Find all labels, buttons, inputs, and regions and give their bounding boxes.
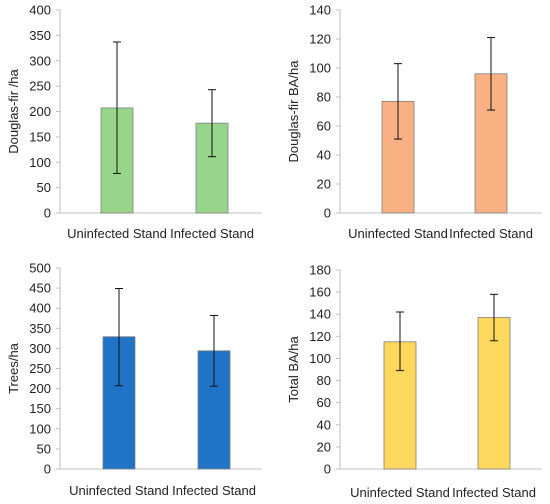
y-tick-label: 0 bbox=[324, 462, 331, 477]
y-tick-label: 0 bbox=[324, 206, 331, 221]
chart-panel-trees-per-ha: 0 50 100 150 200 250 300 350 400 450 500 Trees/ha Un… bbox=[6, 261, 262, 498]
y-tick-label: 400 bbox=[29, 301, 51, 316]
y-tick-label: 50 bbox=[37, 180, 51, 195]
y-tick-label: 350 bbox=[29, 28, 51, 43]
y-tick-label: 200 bbox=[29, 381, 51, 396]
y-tick-label: 100 bbox=[29, 155, 51, 170]
y-tick-label: 60 bbox=[317, 395, 331, 410]
y-tick-label: 500 bbox=[29, 261, 51, 276]
x-category-label: Infected Stand bbox=[172, 483, 256, 498]
x-category-label: Uninfected Stand bbox=[348, 226, 448, 241]
y-tick-label: 120 bbox=[309, 329, 331, 344]
x-category-label: Uninfected Stand bbox=[350, 485, 450, 500]
y-tick-label: 20 bbox=[317, 439, 331, 454]
y-tick-label: 200 bbox=[29, 104, 51, 119]
y-axis-title: Douglas-fir /ha bbox=[6, 68, 21, 153]
y-tick-label: 180 bbox=[309, 263, 331, 278]
chart-panel-douglas-fir-ba-per-ha: 0 20 40 60 80 100 120 140 Douglas-fir BA/ha Uninf… bbox=[286, 3, 542, 241]
y-axis-title: Total BA/ha bbox=[286, 335, 301, 402]
y-tick-label: 20 bbox=[317, 177, 331, 192]
y-tick-label: 300 bbox=[29, 341, 51, 356]
y-tick-label: 0 bbox=[44, 462, 51, 477]
y-tick-label: 250 bbox=[29, 361, 51, 376]
chart-panel-douglas-fir-per-ha: 0 50 100 150 200 250 300 350 400 Douglas-fir /ha U… bbox=[6, 3, 262, 241]
chart-panel-total-ba-per-ha: 0 20 40 60 80 100 120 140 160 180 Total BA/ha Uninf… bbox=[286, 263, 542, 500]
x-category-label: Infected Stand bbox=[449, 226, 533, 241]
y-tick-label: 80 bbox=[317, 373, 331, 388]
y-tick-label: 150 bbox=[29, 401, 51, 416]
y-tick-label: 250 bbox=[29, 79, 51, 94]
y-tick-label: 100 bbox=[309, 351, 331, 366]
x-category-label: Infected Stand bbox=[452, 485, 536, 500]
bar bbox=[477, 317, 511, 470]
y-tick-label: 450 bbox=[29, 281, 51, 296]
y-tick-label: 400 bbox=[29, 3, 51, 18]
x-category-label: Uninfected Stand bbox=[67, 226, 167, 241]
y-tick-label: 160 bbox=[309, 285, 331, 300]
y-tick-label: 140 bbox=[309, 3, 331, 18]
y-tick-label: 100 bbox=[309, 61, 331, 76]
y-tick-label: 140 bbox=[309, 307, 331, 322]
y-tick-label: 100 bbox=[29, 421, 51, 436]
y-tick-label: 40 bbox=[317, 148, 331, 163]
y-tick-label: 40 bbox=[317, 417, 331, 432]
x-category-label: Infected Stand bbox=[170, 226, 254, 241]
y-tick-label: 60 bbox=[317, 119, 331, 134]
x-category-label: Uninfected Stand bbox=[69, 483, 169, 498]
y-tick-label: 120 bbox=[309, 32, 331, 47]
y-tick-label: 0 bbox=[44, 206, 51, 221]
y-axis-title: Trees/ha bbox=[6, 342, 21, 394]
y-tick-label: 80 bbox=[317, 90, 331, 105]
y-tick-label: 350 bbox=[29, 321, 51, 336]
y-tick-label: 300 bbox=[29, 53, 51, 68]
y-tick-label: 50 bbox=[37, 441, 51, 456]
y-tick-label: 150 bbox=[29, 129, 51, 144]
y-axis-title: Douglas-fir BA/ha bbox=[286, 60, 301, 163]
